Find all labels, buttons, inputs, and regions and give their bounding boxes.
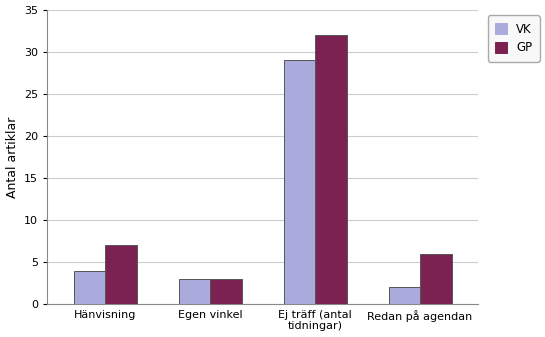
- Bar: [105, 245, 136, 304]
- Legend: VK, GP: VK, GP: [488, 16, 540, 62]
- Bar: [74, 271, 105, 304]
- Bar: [389, 287, 420, 304]
- Bar: [315, 35, 347, 304]
- Bar: [179, 279, 210, 304]
- Y-axis label: Antal artiklar: Antal artiklar: [5, 116, 19, 197]
- Bar: [210, 279, 241, 304]
- Bar: [283, 60, 315, 304]
- Bar: [420, 254, 451, 304]
